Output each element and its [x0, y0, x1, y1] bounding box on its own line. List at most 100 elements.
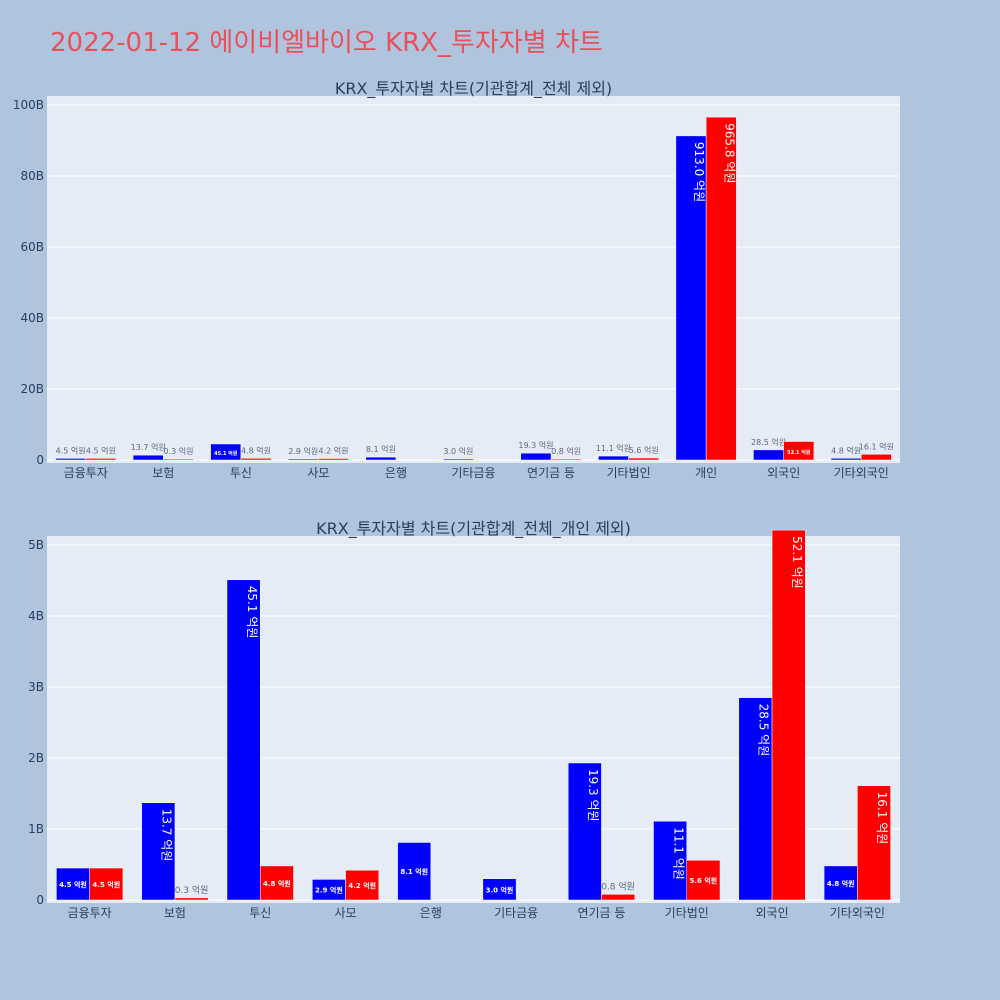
bar-blue: [567, 762, 602, 901]
bar-red: [345, 869, 380, 901]
bar-red: [628, 457, 660, 461]
bar-blue: [520, 452, 552, 461]
bar-label: 11.1 억원: [596, 443, 631, 453]
x-tick-label: 외국인: [755, 906, 788, 920]
y-tick-label: 2B: [28, 751, 44, 765]
bar-red: [686, 859, 721, 901]
y-tick-label: 60B: [20, 240, 44, 254]
bar-blue: [287, 458, 319, 461]
bar-label: 8.1 억원: [400, 867, 428, 876]
x-tick-label: 투신: [230, 466, 252, 480]
y-tick-label: 3B: [28, 680, 44, 694]
bar-label: 13.7 억원: [160, 809, 174, 862]
x-tick-label: 기타외국인: [834, 466, 889, 480]
y-tick-label: 80B: [20, 169, 44, 183]
bar-label: 4.8 억원: [827, 879, 855, 888]
bar-blue: [675, 135, 707, 461]
bar-blue: [210, 443, 242, 461]
bar-blue: [443, 458, 474, 461]
chart-title-2: KRX_투자자별 차트(기관합계_전체_개인 제외): [316, 519, 631, 539]
y-tick-label: 100B: [13, 98, 44, 112]
bar-red: [85, 458, 117, 461]
bar-red: [857, 785, 891, 901]
x-tick-label: 은행: [420, 905, 442, 920]
bar-label: 19.3 억원: [518, 440, 553, 450]
x-tick-label: 기타금융: [494, 906, 538, 920]
x-tick-label: 금융투자: [64, 466, 108, 480]
x-tick-label: 기타외국인: [830, 906, 885, 920]
x-tick-label: 기타법인: [665, 906, 709, 920]
bar-label: 4.8 억원: [831, 445, 861, 455]
bar-label: 5.6 억원: [690, 876, 718, 885]
bar-label: 2.9 억원: [315, 886, 343, 895]
bar-red: [318, 458, 349, 461]
bar-label: 3.0 억원: [443, 446, 473, 456]
x-tick-label: 개인: [695, 466, 717, 480]
bar-label: 4.5 억원: [86, 445, 116, 455]
bar-label: 45.1 억원: [245, 586, 259, 639]
y-tick-label: 1B: [28, 822, 44, 836]
bar-label: 16.1 억원: [875, 792, 889, 845]
x-tick-label: 금융투자: [68, 906, 112, 920]
bar-label: 4.5 억원: [59, 880, 87, 889]
bar-label: 16.1 억원: [859, 441, 894, 451]
bar-red: [89, 867, 124, 901]
bar-label: 0.8 억원: [601, 880, 635, 892]
bar-label: 28.5 억원: [751, 437, 786, 447]
y-tick-label: 40B: [20, 311, 44, 325]
bar-red: [860, 454, 892, 461]
bar-label: 4.5 억원: [56, 445, 86, 455]
chart-title-1: KRX_투자자별 차트(기관합계_전체 제외): [335, 79, 612, 99]
bar-blue: [830, 458, 862, 461]
x-tick-label: 투신: [249, 906, 271, 920]
y-tick-label: 4B: [28, 609, 44, 623]
y-tick-label: 5B: [28, 538, 44, 552]
bar-label: 11.1 억원: [671, 827, 685, 880]
bar-label: 965.8 억원: [722, 123, 736, 183]
x-tick-label: 외국인: [767, 466, 800, 480]
bar-label: 2.9 억원: [288, 446, 318, 456]
x-tick-label: 연기금 등: [577, 906, 625, 920]
bar-blue: [397, 842, 432, 901]
x-tick-label: 기타금융: [451, 466, 495, 480]
bar-blue: [55, 458, 87, 461]
bar-label: 52.1 억원: [787, 449, 811, 456]
bar-red: [705, 116, 737, 461]
bar-blue: [753, 449, 784, 461]
x-tick-label: 보험: [152, 466, 174, 480]
y-tick-label: 0: [36, 453, 44, 467]
x-tick-label: 사모: [335, 906, 357, 920]
bar-red: [601, 894, 635, 901]
bar-label: 45.1 억원: [214, 450, 238, 457]
x-tick-label: 사모: [307, 466, 329, 480]
bar-label: 0.3 억원: [163, 446, 193, 456]
bar-label: 8.1 억원: [366, 444, 396, 454]
bar-label: 0.3 억원: [175, 884, 209, 896]
bar-label: 13.7 억원: [131, 442, 166, 452]
bar-label: 4.8 억원: [263, 879, 291, 888]
page-title: 2022-01-12 에이비엘바이오 KRX_투자자별 차트: [50, 28, 603, 58]
y-tick-label: 0: [36, 893, 44, 907]
bar-blue: [823, 865, 858, 901]
bar-label: 4.2 억원: [319, 446, 349, 456]
plot-area-1: [47, 96, 900, 463]
bar-blue: [132, 454, 164, 461]
bar-label: 0.8 억원: [551, 446, 581, 456]
bar-red: [163, 458, 194, 461]
bar-label: 52.1 억원: [790, 536, 804, 589]
bar-red: [550, 458, 582, 461]
bar-label: 5.6 억원: [629, 445, 659, 455]
bar-label: 19.3 억원: [586, 769, 600, 822]
bar-blue: [56, 867, 90, 901]
bar-label: 4.2 억원: [348, 881, 376, 890]
bar-red: [783, 441, 815, 461]
bar-label: 913.0 억원: [692, 142, 706, 202]
bar-red: [174, 897, 209, 901]
bar-label: 3.0 억원: [486, 885, 514, 894]
bar-blue: [226, 579, 261, 901]
bar-blue: [365, 456, 397, 461]
bar-blue: [598, 455, 629, 461]
bar-blue: [141, 802, 176, 901]
x-tick-label: 기타법인: [607, 466, 651, 480]
